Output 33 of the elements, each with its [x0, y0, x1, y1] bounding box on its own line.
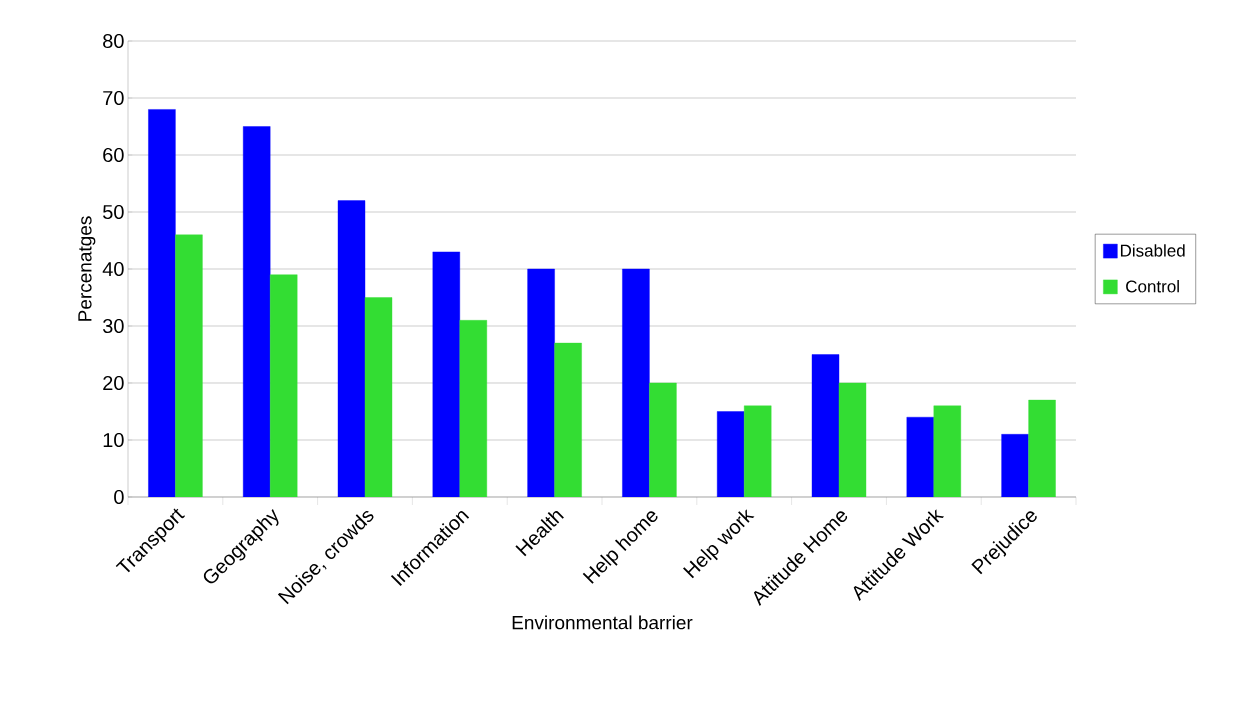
bar	[744, 405, 772, 497]
bar	[811, 354, 840, 497]
bar	[243, 126, 271, 497]
bar	[554, 342, 582, 497]
bar	[717, 411, 745, 497]
bar	[148, 109, 176, 497]
y-tick-label: 20	[103, 375, 124, 391]
bar	[649, 382, 677, 497]
bar	[1028, 399, 1056, 497]
y-tick-label: 10	[103, 432, 124, 448]
bar	[432, 251, 460, 497]
bar	[622, 268, 650, 497]
y-tick-label: 50	[103, 204, 124, 220]
y-tick-label: 30	[102, 318, 124, 334]
bar	[459, 320, 488, 497]
bar	[527, 268, 555, 497]
y-tick-label: 80	[103, 33, 124, 49]
legend-label: Control	[1126, 280, 1179, 293]
bar	[933, 405, 962, 497]
y-tick-label: 60	[103, 147, 124, 163]
bar	[906, 417, 935, 497]
bar	[175, 234, 203, 497]
y-tick-label: 70	[103, 90, 124, 106]
x-axis-title: Environmental barrier	[512, 615, 693, 630]
bar	[337, 200, 366, 497]
y-tick-label: 40	[102, 261, 124, 277]
legend-label: Disabled	[1120, 244, 1185, 257]
bar	[1001, 434, 1029, 497]
bar	[838, 382, 867, 497]
bar	[270, 274, 298, 497]
y-tick-label: 0	[114, 489, 124, 505]
y-axis-title: Percenatges	[78, 216, 96, 321]
bar	[364, 297, 393, 497]
